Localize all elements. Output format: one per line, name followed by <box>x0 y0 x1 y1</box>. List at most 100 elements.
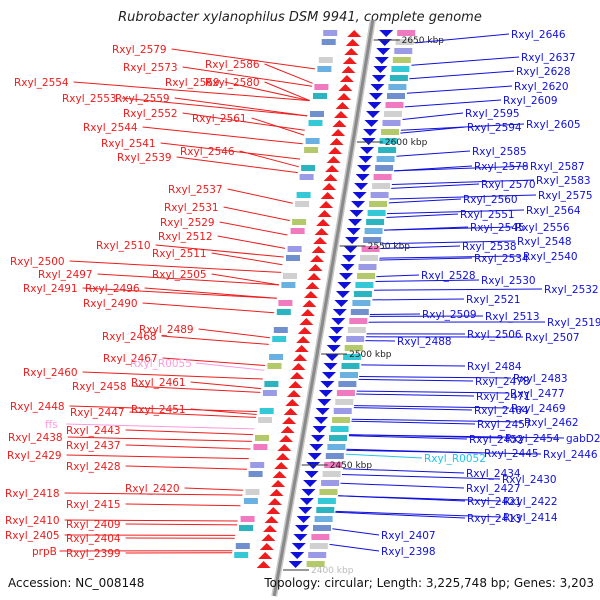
gene-label-right[interactable]: Rxyl_2506 <box>467 329 522 341</box>
gene-label-right[interactable]: Rxyl_2421 <box>467 496 522 508</box>
gene-label-right[interactable]: Rxyl_R0052 <box>424 453 486 465</box>
gene-label-left[interactable]: Rxyl_2579 <box>112 44 167 56</box>
gene-label-right[interactable]: Rxyl_2430 <box>502 474 557 486</box>
gene-label-right[interactable]: Rxyl_2445 <box>484 448 539 460</box>
gene-label-left[interactable]: Rxyl_2404 <box>66 533 121 545</box>
gene-label-right[interactable]: Rxyl_2464 <box>474 405 529 417</box>
gene-label-right[interactable]: Rxyl_2583 <box>536 175 591 187</box>
gene-label-right[interactable]: Rxyl_2556 <box>515 222 570 234</box>
gene-label-right[interactable]: Rxyl_2509 <box>422 309 477 321</box>
gene-label-right[interactable]: Rxyl_2478 <box>475 376 530 388</box>
gene-label-right[interactable]: Rxyl_2513 <box>485 311 540 323</box>
gene-label-right[interactable]: Rxyl_2454 <box>505 433 560 445</box>
gene-label-right[interactable]: Rxyl_2538 <box>462 241 517 253</box>
gene-label-right[interactable]: Rxyl_2427 <box>466 483 521 495</box>
gene-label-right[interactable]: Rxyl_2471 <box>476 391 531 403</box>
gene-label-left[interactable]: Rxyl_2573 <box>123 62 178 74</box>
gene-label-right[interactable]: Rxyl_2560 <box>463 194 518 206</box>
gene-label-left[interactable]: Rxyl_2429 <box>7 450 62 462</box>
gene-label-right[interactable]: Rxyl_2452 <box>469 434 524 446</box>
gene-label-left[interactable]: Rxyl_2580 <box>205 77 260 89</box>
gene-label-right[interactable]: Rxyl_2457 <box>477 419 532 431</box>
gene-label-left[interactable]: Rxyl_2490 <box>83 298 138 310</box>
gene-label-left[interactable]: Rxyl_2544 <box>83 122 138 134</box>
gene-label-left[interactable]: Rxyl_2586 <box>205 59 260 71</box>
gene-label-right[interactable]: Rxyl_2407 <box>381 530 436 542</box>
gene-label-left[interactable]: Rxyl_2546 <box>180 146 235 158</box>
gene-label-left[interactable]: Rxyl_2418 <box>5 488 60 500</box>
gene-label-left[interactable]: prpB <box>32 546 57 558</box>
gene-label-left[interactable]: Rxyl_2461 <box>131 377 186 389</box>
gene-label-left[interactable]: Rxyl_2399 <box>66 548 121 560</box>
gene-label-right[interactable]: Rxyl_2534 <box>474 253 529 265</box>
gene-label-right[interactable]: Rxyl_2551 <box>460 209 515 221</box>
gene-label-left[interactable]: Rxyl_2460 <box>23 367 78 379</box>
gene-label-right[interactable]: Rxyl_2605 <box>526 119 581 131</box>
gene-label-right[interactable]: Rxyl_2507 <box>525 332 580 344</box>
gene-label-left[interactable]: Rxyl_2415 <box>66 499 121 511</box>
gene-label-left[interactable]: Rxyl_2405 <box>5 530 60 542</box>
gene-label-left[interactable]: Rxyl_2467 <box>103 353 158 365</box>
gene-label-right[interactable]: Rxyl_2530 <box>481 275 536 287</box>
gene-label-left[interactable]: Rxyl_2529 <box>160 217 215 229</box>
gene-label-right[interactable]: Rxyl_2620 <box>514 81 569 93</box>
gene-label-left[interactable]: Rxyl_2559 <box>115 93 170 105</box>
gene-label-right[interactable]: Rxyl_2628 <box>516 66 571 78</box>
gene-label-left[interactable]: Rxyl_2511 <box>152 248 207 260</box>
gene-label-right[interactable]: Rxyl_2521 <box>466 294 521 306</box>
gene-label-right[interactable]: Rxyl_2462 <box>524 417 579 429</box>
gene-label-left[interactable]: Rxyl_2437 <box>66 440 121 452</box>
gene-label-right[interactable]: Rxyl_2548 <box>517 236 572 248</box>
gene-label-left[interactable]: Rxyl_2489 <box>139 324 194 336</box>
gene-label-left[interactable]: Rxyl_2458 <box>72 381 127 393</box>
gene-label-right[interactable]: Rxyl_2446 <box>543 449 598 461</box>
gene-label-left[interactable]: Rxyl_2491 <box>23 283 78 295</box>
gene-label-left[interactable]: Rxyl_2512 <box>158 231 213 243</box>
gene-label-right[interactable]: Rxyl_2434 <box>466 468 521 480</box>
gene-label-left[interactable]: Rxyl_R0055 <box>130 358 192 370</box>
gene-label-right[interactable]: Rxyl_2528 <box>421 270 476 282</box>
gene-label-right[interactable]: Rxyl_2469 <box>511 403 566 415</box>
gene-label-left[interactable]: Rxyl_2500 <box>10 256 65 268</box>
gene-label-right[interactable]: Rxyl_2585 <box>472 146 527 158</box>
gene-label-left[interactable]: Rxyl_2569 <box>165 77 220 89</box>
gene-label-left[interactable]: Rxyl_2448 <box>10 401 65 413</box>
gene-label-left[interactable]: Rxyl_2510 <box>96 240 151 252</box>
gene-label-right[interactable]: Rxyl_2519 <box>547 317 600 329</box>
gene-label-right[interactable]: Rxyl_2484 <box>467 361 522 373</box>
gene-label-right[interactable]: Rxyl_2595 <box>465 108 520 120</box>
gene-label-right[interactable]: Rxyl_2570 <box>481 179 536 191</box>
gene-label-right[interactable]: Rxyl_2575 <box>538 190 593 202</box>
gene-label-left[interactable]: Rxyl_2410 <box>5 515 60 527</box>
gene-label-right[interactable]: gabD2 <box>566 433 600 445</box>
gene-label-right[interactable]: Rxyl_2540 <box>523 251 578 263</box>
gene-label-right[interactable]: Rxyl_2422 <box>503 496 558 508</box>
gene-label-left[interactable]: Rxyl_2468 <box>102 331 157 343</box>
gene-label-right[interactable]: Rxyl_2609 <box>503 95 558 107</box>
gene-label-left[interactable]: Rxyl_2438 <box>8 432 63 444</box>
gene-label-right[interactable]: Rxyl_2488 <box>397 336 452 348</box>
gene-label-left[interactable]: Rxyl_2447 <box>70 407 125 419</box>
gene-label-left[interactable]: Rxyl_2553 <box>62 93 117 105</box>
gene-label-left[interactable]: Rxyl_2539 <box>117 152 172 164</box>
gene-label-left[interactable]: Rxyl_2541 <box>101 138 156 150</box>
gene-label-right[interactable]: Rxyl_2564 <box>526 205 581 217</box>
gene-label-left[interactable]: Rxyl_2497 <box>38 269 93 281</box>
gene-label-right[interactable]: Rxyl_2532 <box>544 284 599 296</box>
gene-label-right[interactable]: Rxyl_2414 <box>503 512 558 524</box>
gene-label-right[interactable]: Rxyl_2398 <box>381 546 436 558</box>
gene-label-left[interactable]: Rxyl_2552 <box>123 108 178 120</box>
gene-label-left[interactable]: Rxyl_2537 <box>168 184 223 196</box>
gene-label-left[interactable]: ffs <box>45 419 58 431</box>
gene-label-right[interactable]: Rxyl_2646 <box>511 29 566 41</box>
gene-label-left[interactable]: Rxyl_2420 <box>125 483 180 495</box>
gene-label-left[interactable]: Rxyl_2531 <box>164 202 219 214</box>
gene-label-left[interactable]: Rxyl_2428 <box>66 461 121 473</box>
gene-label-right[interactable]: Rxyl_2483 <box>513 373 568 385</box>
gene-label-right[interactable]: Rxyl_2545 <box>470 222 525 234</box>
gene-label-left[interactable]: Rxyl_2496 <box>85 283 140 295</box>
gene-label-left[interactable]: Rxyl_2505 <box>152 269 207 281</box>
gene-label-right[interactable]: Rxyl_2594 <box>467 122 522 134</box>
gene-label-right[interactable]: Rxyl_2587 <box>530 161 585 173</box>
gene-label-left[interactable]: Rxyl_2561 <box>192 113 247 125</box>
